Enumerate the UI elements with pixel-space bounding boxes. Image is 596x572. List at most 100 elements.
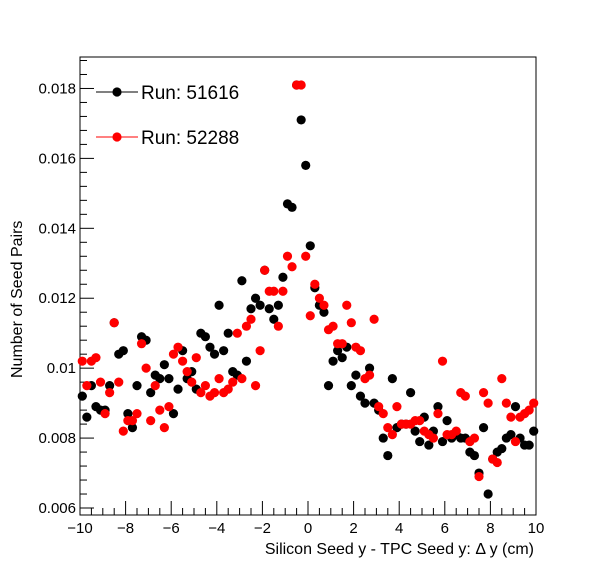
data-point bbox=[278, 286, 288, 296]
data-point bbox=[287, 202, 297, 212]
data-point bbox=[187, 377, 197, 387]
data-point bbox=[497, 443, 507, 454]
data-point bbox=[355, 391, 366, 401]
data-point bbox=[501, 398, 511, 408]
data-point bbox=[205, 342, 215, 352]
data-point bbox=[406, 388, 416, 398]
data-point bbox=[209, 388, 220, 398]
data-point bbox=[141, 363, 151, 373]
data-point bbox=[273, 300, 283, 310]
data-point bbox=[223, 384, 233, 394]
data-point bbox=[469, 433, 480, 443]
data-point bbox=[100, 409, 110, 419]
data-point bbox=[483, 398, 493, 408]
data-point bbox=[237, 374, 247, 384]
data-point bbox=[136, 339, 147, 349]
data-point bbox=[296, 80, 306, 90]
data-point bbox=[132, 381, 142, 391]
data-point bbox=[529, 398, 539, 408]
data-point bbox=[415, 436, 425, 447]
data-point bbox=[209, 349, 220, 359]
plot-frame bbox=[79, 56, 537, 516]
data-point bbox=[478, 422, 489, 433]
y-tick-label: 0.018 bbox=[38, 80, 76, 97]
data-point bbox=[346, 318, 356, 328]
y-tick-label: 0.008 bbox=[38, 430, 76, 447]
data-point bbox=[164, 374, 174, 384]
data-point bbox=[351, 370, 361, 380]
data-point bbox=[424, 440, 434, 450]
data-point bbox=[319, 300, 329, 310]
data-point bbox=[123, 409, 133, 419]
data-point bbox=[364, 363, 375, 373]
data-point bbox=[219, 346, 229, 356]
data-point bbox=[497, 374, 507, 384]
data-point bbox=[118, 346, 128, 356]
data-point bbox=[91, 353, 101, 363]
data-point bbox=[469, 450, 480, 461]
data-point bbox=[159, 422, 169, 433]
legend-marker bbox=[112, 132, 122, 142]
data-point bbox=[200, 381, 210, 391]
data-point bbox=[82, 381, 92, 391]
data-point bbox=[214, 374, 224, 384]
data-point bbox=[510, 436, 521, 447]
data-point bbox=[146, 416, 156, 426]
data-point bbox=[200, 332, 210, 342]
data-point bbox=[118, 426, 128, 436]
data-point bbox=[323, 381, 334, 391]
data-point bbox=[328, 356, 338, 366]
data-point bbox=[442, 416, 452, 426]
y-tick-label: 0.01 bbox=[47, 360, 76, 377]
markers-group bbox=[77, 80, 539, 499]
data-point bbox=[82, 412, 92, 422]
data-point bbox=[428, 433, 438, 443]
data-point bbox=[483, 489, 493, 499]
data-point bbox=[524, 405, 534, 415]
data-point bbox=[260, 265, 270, 275]
data-point bbox=[437, 436, 448, 447]
legend-label: Run: 51616 bbox=[141, 83, 239, 104]
data-point bbox=[127, 416, 138, 426]
data-point bbox=[337, 339, 347, 349]
data-point bbox=[264, 304, 274, 314]
data-point bbox=[529, 426, 539, 436]
data-point bbox=[383, 422, 393, 433]
data-point bbox=[360, 398, 370, 408]
data-point bbox=[437, 356, 448, 366]
data-point bbox=[164, 402, 174, 412]
data-point bbox=[246, 304, 256, 314]
x-tick-label: −6 bbox=[163, 520, 180, 537]
series-2 bbox=[77, 80, 539, 482]
data-point bbox=[415, 416, 425, 426]
data-point bbox=[173, 384, 183, 394]
data-point bbox=[250, 293, 261, 303]
x-tick-label: 10 bbox=[528, 520, 545, 537]
data-point bbox=[282, 251, 293, 261]
data-point bbox=[223, 328, 233, 338]
data-point bbox=[305, 241, 315, 251]
data-point bbox=[214, 300, 224, 310]
data-point bbox=[387, 429, 397, 440]
data-point bbox=[159, 360, 169, 370]
data-point bbox=[301, 251, 311, 261]
data-point bbox=[328, 321, 338, 331]
data-point bbox=[383, 450, 393, 461]
data-point bbox=[506, 412, 516, 422]
data-point bbox=[255, 346, 265, 356]
data-point bbox=[460, 391, 470, 401]
data-point bbox=[269, 286, 279, 296]
data-point bbox=[132, 409, 142, 419]
data-point bbox=[150, 381, 160, 391]
x-tick-label: −10 bbox=[67, 520, 92, 537]
y-tick-label: 0.014 bbox=[38, 220, 76, 237]
axes-group: −10 −8 −6 −4 −2 0 2 4 6 8 10 0.006 0.008 0.01 0.012 0.0… bbox=[38, 56, 545, 537]
data-point bbox=[342, 300, 352, 310]
data-point bbox=[346, 381, 356, 391]
data-point bbox=[510, 402, 521, 412]
x-tick-label: 2 bbox=[349, 520, 357, 537]
data-point bbox=[178, 356, 188, 366]
data-point bbox=[492, 457, 502, 468]
data-point bbox=[241, 356, 252, 366]
data-point bbox=[255, 300, 265, 310]
